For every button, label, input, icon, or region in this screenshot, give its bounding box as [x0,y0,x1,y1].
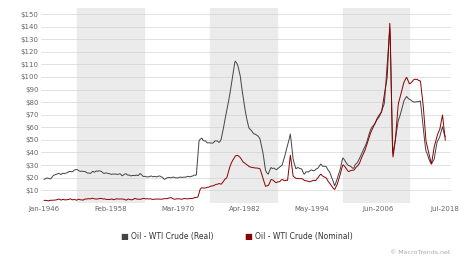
Text: ■: ■ [244,232,252,241]
Text: Oil - WTI Crude (Real): Oil - WTI Crude (Real) [131,232,213,241]
Bar [210,8,276,203]
Text: ■: ■ [120,232,128,241]
Bar [77,8,144,203]
Text: Oil - WTI Crude (Nominal): Oil - WTI Crude (Nominal) [255,232,353,241]
Bar [342,8,409,203]
Text: © MacroTrends.net: © MacroTrends.net [390,250,450,255]
